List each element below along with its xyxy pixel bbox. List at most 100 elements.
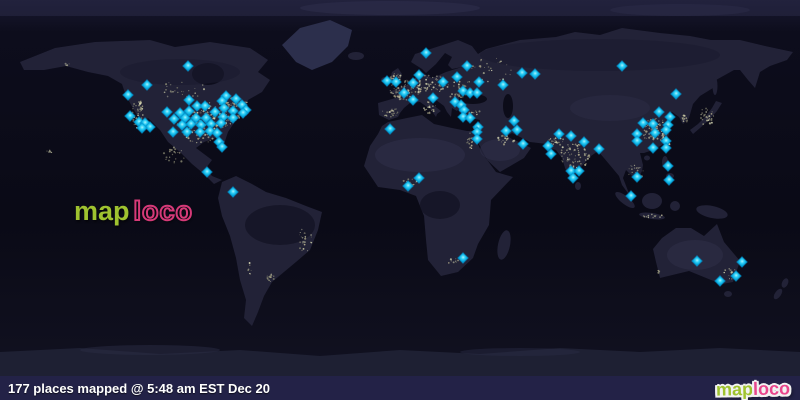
place-marker [471,133,483,145]
place-marker [201,166,213,178]
place-marker [461,60,473,72]
maploco-logo-link[interactable]: maploco [715,378,791,400]
place-marker [471,126,483,138]
place-marker [211,127,223,139]
maploco-watermark: map loco [74,196,194,226]
place-marker [573,165,585,177]
place-marker [398,87,410,99]
place-marker [227,105,239,117]
place-marker [471,87,483,99]
place-marker [637,117,649,129]
place-marker [529,68,541,80]
place-marker [167,126,179,138]
place-marker [407,77,419,89]
place-marker [227,112,239,124]
new-zealand-south [773,288,783,300]
place-marker [653,106,665,118]
place-marker [663,174,675,186]
place-marker [218,102,230,114]
caspian-sea [503,94,513,118]
place-marker [161,106,173,118]
status-bar: 177 places mapped @ 5:48 am EST Dec 20 [0,376,800,400]
place-marker [194,126,206,138]
place-marker [136,122,148,134]
logo-loco-text: loco [752,378,791,399]
sumatra [615,191,635,209]
place-marker [182,60,194,72]
place-marker [631,128,643,140]
place-marker [185,118,197,130]
visitor-markers-layer [122,47,748,287]
place-marker [227,186,239,198]
new-zealand-north [781,278,789,288]
place-marker [508,115,520,127]
place-marker [714,275,726,287]
place-marker [616,60,628,72]
place-marker [578,136,590,148]
place-marker [176,119,188,131]
place-marker [144,121,156,133]
sri-lanka [575,182,581,190]
place-marker [464,87,476,99]
place-marker [124,110,136,122]
terrain-shading [80,1,750,356]
place-marker [427,92,439,104]
place-marker [691,255,703,267]
place-marker [660,124,672,136]
place-marker [451,71,463,83]
place-marker [458,104,470,116]
place-marker [413,172,425,184]
place-marker [413,69,425,81]
place-marker [631,135,643,147]
place-marker [420,47,432,59]
place-marker [660,135,672,147]
place-marker [216,141,228,153]
place-marker [457,111,469,123]
place-marker [199,100,211,112]
place-marker [209,106,221,118]
place-marker [457,252,469,264]
place-marker [215,117,227,129]
place-marker [390,76,402,88]
place-marker [407,94,419,106]
place-marker [565,130,577,142]
place-marker [500,125,512,137]
new-guinea [696,205,728,219]
japan [690,101,722,134]
borneo [642,193,662,209]
place-marker [660,142,672,154]
madagascar [497,230,511,260]
place-marker [381,75,393,87]
place-marker [141,79,153,91]
place-marker [464,112,476,124]
logo-map-text: map [715,379,754,400]
place-marker [384,123,396,135]
place-marker [402,180,414,192]
place-marker [181,126,193,138]
place-marker [736,256,748,268]
place-marker [191,100,203,112]
place-marker [168,113,180,125]
iceland [348,52,364,60]
place-marker [497,79,509,91]
place-marker [567,172,579,184]
place-marker [437,76,449,88]
place-marker [662,160,674,172]
place-marker [647,142,659,154]
place-marker [730,270,742,282]
landmass-greenland [282,20,352,70]
sulawesi [670,201,680,211]
place-marker [670,88,682,100]
watermark-loco-text: loco [133,196,194,226]
black-sea [459,94,487,104]
tasmania [724,291,732,297]
place-marker [545,148,557,160]
hainan [644,155,650,161]
place-marker [230,93,242,105]
place-marker [237,107,249,119]
place-marker [511,124,523,136]
place-marker [205,118,217,130]
place-marker [631,171,643,183]
